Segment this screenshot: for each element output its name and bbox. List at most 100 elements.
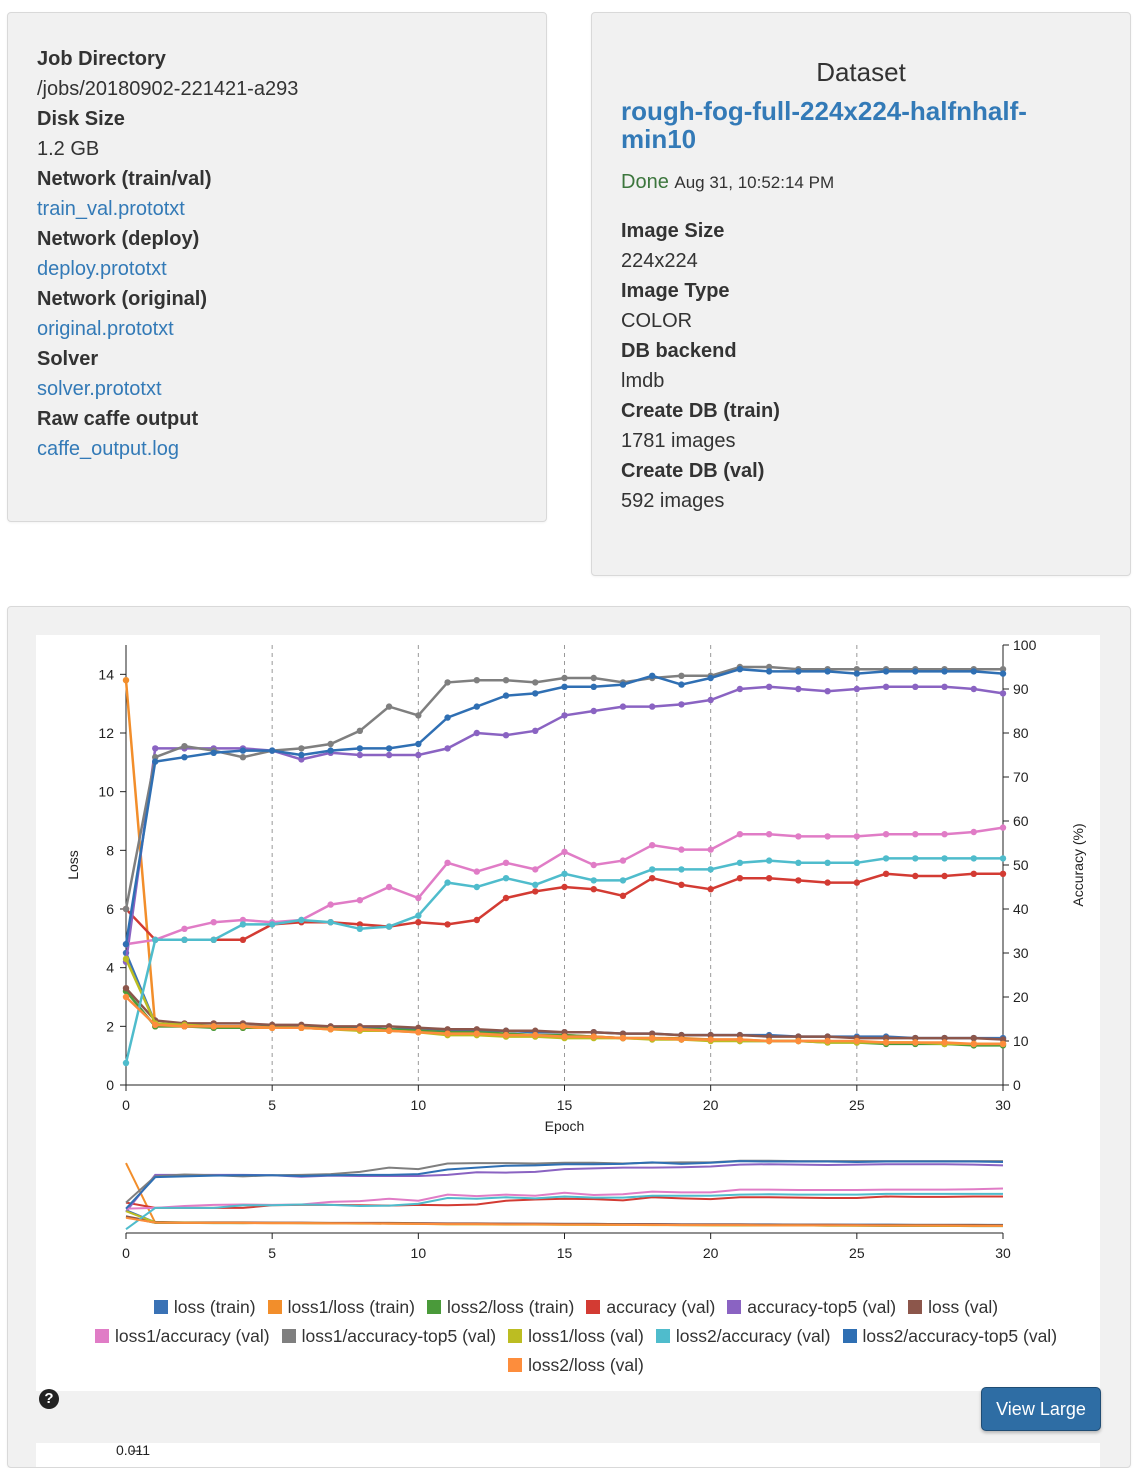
data-point <box>415 751 422 759</box>
legend-item[interactable]: loss2/loss (train) <box>426 1293 574 1322</box>
data-point <box>444 859 451 866</box>
data-point <box>824 879 831 886</box>
data-point <box>649 1034 656 1042</box>
y-right-tick-label: 80 <box>1013 725 1029 741</box>
data-point <box>532 679 539 686</box>
data-point <box>970 870 977 877</box>
data-point <box>619 703 627 710</box>
data-point <box>415 912 422 919</box>
dataset-name-link[interactable]: rough-fog-full-224x224-halfnhalf-min10 <box>621 96 1027 154</box>
job-file-link[interactable]: train_val.prototxt <box>37 198 185 220</box>
data-point <box>502 1027 510 1034</box>
data-point <box>502 1031 510 1039</box>
data-point <box>239 754 247 761</box>
data-point <box>912 831 919 838</box>
data-point <box>882 1039 890 1046</box>
data-point <box>181 754 188 761</box>
data-point <box>444 679 451 686</box>
data-point <box>590 683 597 690</box>
data-point <box>707 1036 714 1043</box>
job-file-link[interactable]: caffe_output.log <box>37 438 179 460</box>
data-point <box>853 879 861 886</box>
data-point <box>356 1026 364 1033</box>
question-circle-icon[interactable]: ? <box>39 1389 59 1409</box>
data-point <box>678 672 685 679</box>
legend-item[interactable]: loss1/loss (val) <box>508 1322 644 1351</box>
data-point <box>824 1037 831 1045</box>
data-point <box>444 1026 451 1033</box>
legend-swatch <box>727 1300 742 1314</box>
data-point <box>590 674 597 682</box>
y-left-tick-label: 12 <box>98 725 114 741</box>
job-file-link[interactable]: deploy.prototxt <box>37 258 167 280</box>
data-point <box>882 831 890 838</box>
data-point <box>181 1023 188 1030</box>
legend-item[interactable]: loss1/accuracy (val) <box>94 1322 270 1351</box>
legend-item[interactable]: loss (val) <box>908 1293 998 1322</box>
x-tick-label: 5 <box>268 1097 276 1113</box>
legend-item[interactable]: loss2/accuracy (val) <box>655 1322 831 1351</box>
data-point <box>941 831 948 838</box>
data-point <box>882 1034 890 1042</box>
data-point <box>298 756 305 763</box>
data-point <box>678 1031 685 1039</box>
data-point <box>532 1031 539 1039</box>
data-point <box>561 883 568 891</box>
data-point <box>824 668 831 675</box>
data-point <box>707 886 714 893</box>
training-chart[interactable]: 0 5 10 15 20 25 300246810121401020304050607080… <box>36 635 1100 1285</box>
data-point <box>795 859 802 866</box>
legend-label: loss1/accuracy-top5 (val) <box>301 1326 497 1346</box>
data-point <box>152 1021 159 1029</box>
legend-item[interactable]: accuracy (val) <box>586 1293 715 1322</box>
data-point <box>970 1034 977 1042</box>
data-point <box>385 703 393 710</box>
data-point <box>765 857 773 864</box>
legend-item[interactable]: loss1/loss (train) <box>267 1293 415 1322</box>
legend-label: loss2/accuracy-top5 (val) <box>862 1326 1058 1346</box>
data-point <box>239 916 247 924</box>
legend-item[interactable]: loss2/accuracy-top5 (val) <box>842 1322 1058 1351</box>
data-point <box>239 747 247 754</box>
legend-swatch <box>908 1300 923 1314</box>
legend-item[interactable]: loss (train) <box>153 1293 256 1322</box>
data-point <box>122 993 130 1001</box>
data-point <box>795 685 802 693</box>
dataset-detail-label: Create DB (train) <box>621 400 780 422</box>
data-point <box>415 894 422 902</box>
data-point <box>882 855 890 862</box>
data-point <box>736 831 744 838</box>
data-point <box>882 668 890 675</box>
chart-legend: loss (train) loss1/loss (train) loss2/loss… <box>76 1293 1076 1380</box>
next-chart-preview: 0.011 <box>36 1443 1100 1467</box>
job-detail-value: 1.2 GB <box>37 138 100 160</box>
job-file-link[interactable]: original.prototxt <box>37 318 174 340</box>
data-point <box>502 875 510 882</box>
data-point <box>882 683 890 690</box>
data-point <box>268 921 276 928</box>
data-point <box>795 833 802 840</box>
data-point <box>590 886 597 893</box>
data-point <box>473 883 480 891</box>
legend-swatch <box>426 1300 441 1314</box>
legend-item[interactable]: loss2/loss (val) <box>508 1351 644 1380</box>
data-point <box>385 923 393 930</box>
x-tick-label: 10 <box>411 1097 427 1113</box>
data-point <box>736 685 744 693</box>
data-point <box>268 1024 276 1031</box>
y-right-tick-label: 40 <box>1013 901 1029 917</box>
legend-item[interactable]: accuracy-top5 (val) <box>727 1293 896 1322</box>
data-point <box>999 870 1007 877</box>
data-point <box>327 747 334 754</box>
overview-x-tick-label: 15 <box>557 1245 573 1261</box>
data-point <box>415 740 422 748</box>
job-file-link[interactable]: solver.prototxt <box>37 378 162 400</box>
data-point <box>707 866 714 873</box>
view-large-button[interactable]: View Large <box>981 1387 1101 1431</box>
job-detail-label: Job Directory <box>37 48 166 70</box>
y-left-tick-label: 10 <box>98 784 114 800</box>
legend-swatch <box>281 1329 296 1343</box>
x-tick-label: 15 <box>557 1097 573 1113</box>
data-point <box>824 859 831 866</box>
legend-item[interactable]: loss1/accuracy-top5 (val) <box>281 1322 497 1351</box>
